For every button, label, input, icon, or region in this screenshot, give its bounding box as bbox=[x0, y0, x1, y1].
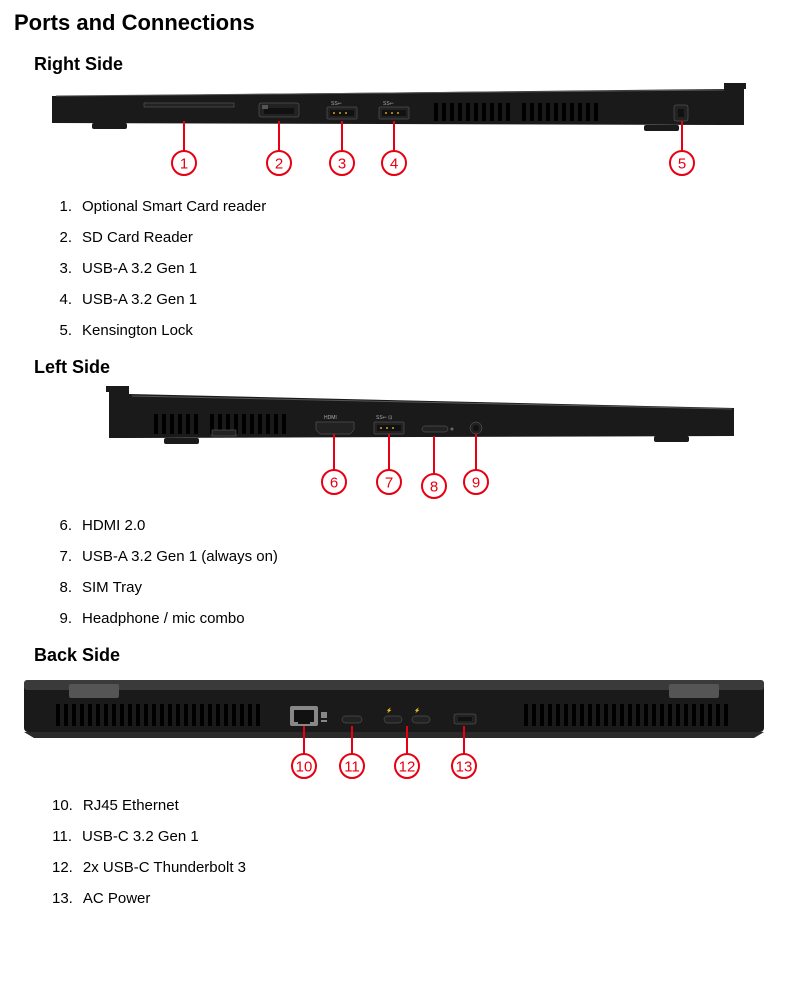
list-item: 13.AC Power bbox=[52, 890, 781, 907]
svg-text:11: 11 bbox=[344, 759, 360, 776]
left-side-list: 6.HDMI 2.0 7.USB-A 3.2 Gen 1 (always on)… bbox=[52, 517, 781, 627]
list-item: 4.USB-A 3.2 Gen 1 bbox=[52, 291, 781, 308]
svg-text:HDMI: HDMI bbox=[324, 415, 337, 421]
svg-text:1: 1 bbox=[180, 156, 188, 173]
svg-text:9: 9 bbox=[472, 475, 480, 492]
list-item: 9.Headphone / mic combo bbox=[52, 610, 781, 627]
svg-text:2: 2 bbox=[275, 156, 283, 173]
list-item: 10.RJ45 Ethernet bbox=[52, 797, 781, 814]
svg-text:⚡: ⚡ bbox=[414, 707, 420, 714]
svg-text:6: 6 bbox=[330, 475, 338, 492]
svg-text:SS⇐: SS⇐ bbox=[331, 101, 342, 107]
svg-text:8: 8 bbox=[430, 479, 438, 496]
page-title: Ports and Connections bbox=[14, 10, 781, 36]
left-side-heading: Left Side bbox=[34, 357, 781, 378]
list-item: 7.USB-A 3.2 Gen 1 (always on) bbox=[52, 548, 781, 565]
right-side-diagram: SS⇐ SS⇐ bbox=[34, 83, 781, 188]
svg-text:12: 12 bbox=[399, 759, 416, 776]
svg-text:SS⇐: SS⇐ bbox=[383, 101, 394, 107]
right-indicators: 1 2 3 4 5 bbox=[172, 121, 694, 175]
back-side-diagram: ⚡ ⚡ 10 11 12 13 bbox=[14, 674, 781, 787]
svg-text:4: 4 bbox=[390, 156, 398, 173]
right-side-heading: Right Side bbox=[34, 54, 781, 75]
list-item: 11.USB-C 3.2 Gen 1 bbox=[52, 828, 781, 845]
svg-text:⚡: ⚡ bbox=[386, 707, 392, 714]
back-side-heading: Back Side bbox=[34, 645, 781, 666]
left-side-diagram: HDMI SS⇐ ⊡ 6 7 8 9 bbox=[34, 386, 781, 507]
list-item: 3.USB-A 3.2 Gen 1 bbox=[52, 260, 781, 277]
svg-text:3: 3 bbox=[338, 156, 346, 173]
list-item: 12. 2x USB-C Thunderbolt 3 bbox=[52, 859, 781, 876]
right-side-laptop: SS⇐ SS⇐ bbox=[52, 83, 746, 131]
list-item: 1.Optional Smart Card reader bbox=[52, 198, 781, 215]
list-item: 5.Kensington Lock bbox=[52, 322, 781, 339]
right-side-list: 1.Optional Smart Card reader 2.SD Card R… bbox=[52, 198, 781, 339]
list-item: 8.SIM Tray bbox=[52, 579, 781, 596]
list-item: 6.HDMI 2.0 bbox=[52, 517, 781, 534]
svg-text:7: 7 bbox=[385, 475, 393, 492]
svg-text:13: 13 bbox=[456, 759, 473, 776]
svg-text:SS⇐ ⊡: SS⇐ ⊡ bbox=[376, 415, 392, 421]
back-side-laptop: ⚡ ⚡ bbox=[24, 680, 764, 738]
list-item: 2.SD Card Reader bbox=[52, 229, 781, 246]
left-side-laptop: HDMI SS⇐ ⊡ bbox=[106, 386, 734, 444]
left-indicators: 6 7 8 9 bbox=[322, 434, 488, 498]
back-side-list: 10.RJ45 Ethernet 11.USB-C 3.2 Gen 1 12. … bbox=[52, 797, 781, 907]
svg-text:5: 5 bbox=[678, 156, 686, 173]
svg-text:10: 10 bbox=[296, 759, 313, 776]
